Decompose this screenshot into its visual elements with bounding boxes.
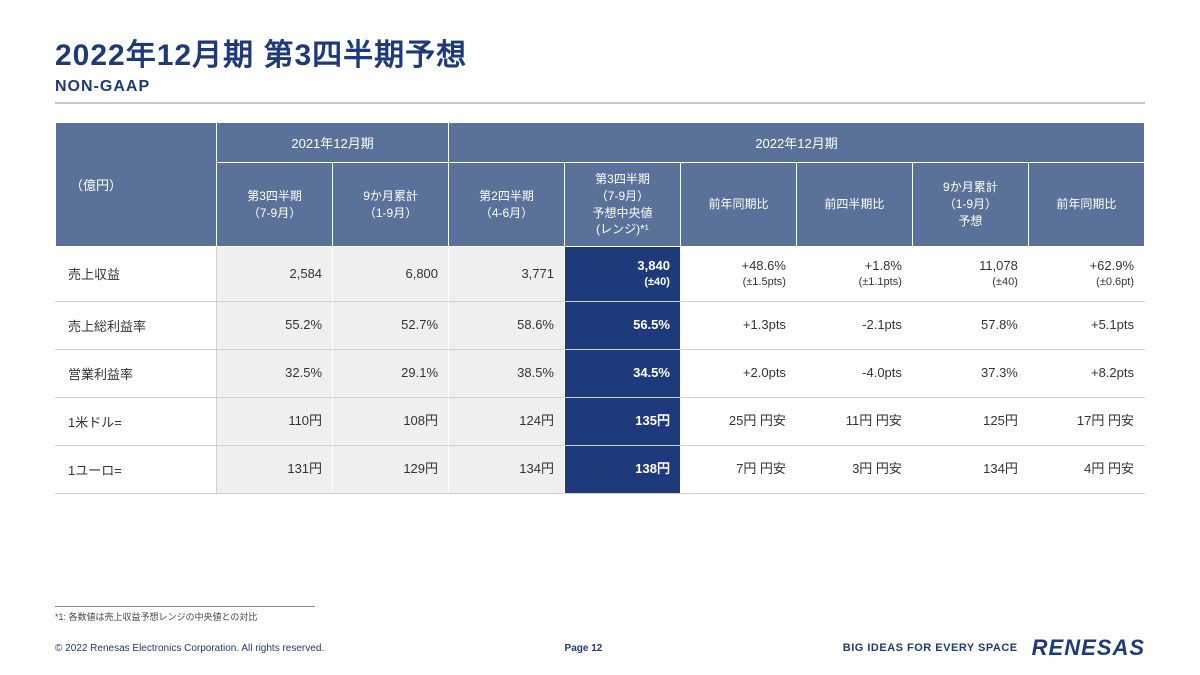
table-cell: 3円 円安: [796, 445, 912, 493]
table-cell: 58.6%: [449, 301, 565, 349]
table-cell: 2,584: [217, 247, 333, 302]
table-row: 営業利益率32.5%29.1%38.5%34.5%+2.0pts-4.0pts3…: [56, 349, 1145, 397]
table-cell: +62.9%(±0.6pt): [1028, 247, 1144, 302]
table-cell: +1.3pts: [680, 301, 796, 349]
table-cell: 11,078(±40): [912, 247, 1028, 302]
table-cell: 56.5%: [565, 301, 681, 349]
page-number: Page 12: [324, 643, 843, 654]
column-header: 第3四半期（7-9月）予想中央値(レンジ)*¹: [565, 163, 681, 247]
table-cell: 6,800: [333, 247, 449, 302]
table-cell: 3,771: [449, 247, 565, 302]
table-row: 売上収益2,5846,8003,7713,840(±40)+48.6%(±1.5…: [56, 247, 1145, 302]
table-cell: +5.1pts: [1028, 301, 1144, 349]
table-cell: 134円: [449, 445, 565, 493]
column-header: 第3四半期（7-9月）: [217, 163, 333, 247]
footer: © 2022 Renesas Electronics Corporation. …: [0, 635, 1200, 661]
table-cell: 138円: [565, 445, 681, 493]
copyright: © 2022 Renesas Electronics Corporation. …: [55, 643, 324, 654]
table-cell: 55.2%: [217, 301, 333, 349]
table-cell: 125円: [912, 397, 1028, 445]
row-label: 売上総利益率: [56, 301, 217, 349]
column-header: 前四半期比: [796, 163, 912, 247]
table-row: 売上総利益率55.2%52.7%58.6%56.5%+1.3pts-2.1pts…: [56, 301, 1145, 349]
table-row: 1ユーロ=131円129円134円138円7円 円安3円 円安134円4円 円安: [56, 445, 1145, 493]
table-cell: 25円 円安: [680, 397, 796, 445]
table-cell: 52.7%: [333, 301, 449, 349]
table-cell: 11円 円安: [796, 397, 912, 445]
column-header: 前年同期比: [680, 163, 796, 247]
forecast-table: （億円） 2021年12月期2022年12月期 第3四半期（7-9月）9か月累計…: [55, 122, 1145, 494]
tagline: BIG IDEAS FOR EVERY SPACE: [843, 642, 1018, 654]
unit-label-cell: （億円）: [56, 123, 217, 247]
column-header: 第2四半期（4-6月）: [449, 163, 565, 247]
page-subtitle: NON-GAAP: [55, 78, 1145, 96]
column-header: 9か月累計（1-9月）予想: [912, 163, 1028, 247]
table-cell: 108円: [333, 397, 449, 445]
renesas-logo: RENESAS: [1032, 635, 1145, 661]
table-cell: 29.1%: [333, 349, 449, 397]
table-cell: +8.2pts: [1028, 349, 1144, 397]
table-cell: 37.3%: [912, 349, 1028, 397]
table-cell: 124円: [449, 397, 565, 445]
table-cell: 135円: [565, 397, 681, 445]
table-cell: +1.8%(±1.1pts): [796, 247, 912, 302]
page-title: 2022年12月期 第3四半期予想: [55, 30, 1145, 74]
column-header: 9か月累計（1-9月）: [333, 163, 449, 247]
table-cell: 57.8%: [912, 301, 1028, 349]
table-cell: +48.6%(±1.5pts): [680, 247, 796, 302]
row-label: 1米ドル=: [56, 397, 217, 445]
table-cell: 110円: [217, 397, 333, 445]
row-label: 売上収益: [56, 247, 217, 302]
table-cell: 134円: [912, 445, 1028, 493]
table-cell: 3,840(±40): [565, 247, 681, 302]
table-cell: 38.5%: [449, 349, 565, 397]
divider: [55, 102, 1145, 104]
table-cell: +2.0pts: [680, 349, 796, 397]
table-cell: 4円 円安: [1028, 445, 1144, 493]
table-row: 1米ドル=110円108円124円135円25円 円安11円 円安125円17円…: [56, 397, 1145, 445]
column-header: 前年同期比: [1028, 163, 1144, 247]
column-group-header: 2021年12月期: [217, 123, 449, 163]
table-cell: 34.5%: [565, 349, 681, 397]
footnote: *1: 各数値は売上収益予想レンジの中央値との対比: [55, 606, 315, 623]
table-cell: -4.0pts: [796, 349, 912, 397]
table-cell: 32.5%: [217, 349, 333, 397]
row-label: 1ユーロ=: [56, 445, 217, 493]
table-cell: 17円 円安: [1028, 397, 1144, 445]
table-cell: 129円: [333, 445, 449, 493]
table-cell: -2.1pts: [796, 301, 912, 349]
column-group-header: 2022年12月期: [449, 123, 1145, 163]
table-cell: 7円 円安: [680, 445, 796, 493]
table-cell: 131円: [217, 445, 333, 493]
row-label: 営業利益率: [56, 349, 217, 397]
